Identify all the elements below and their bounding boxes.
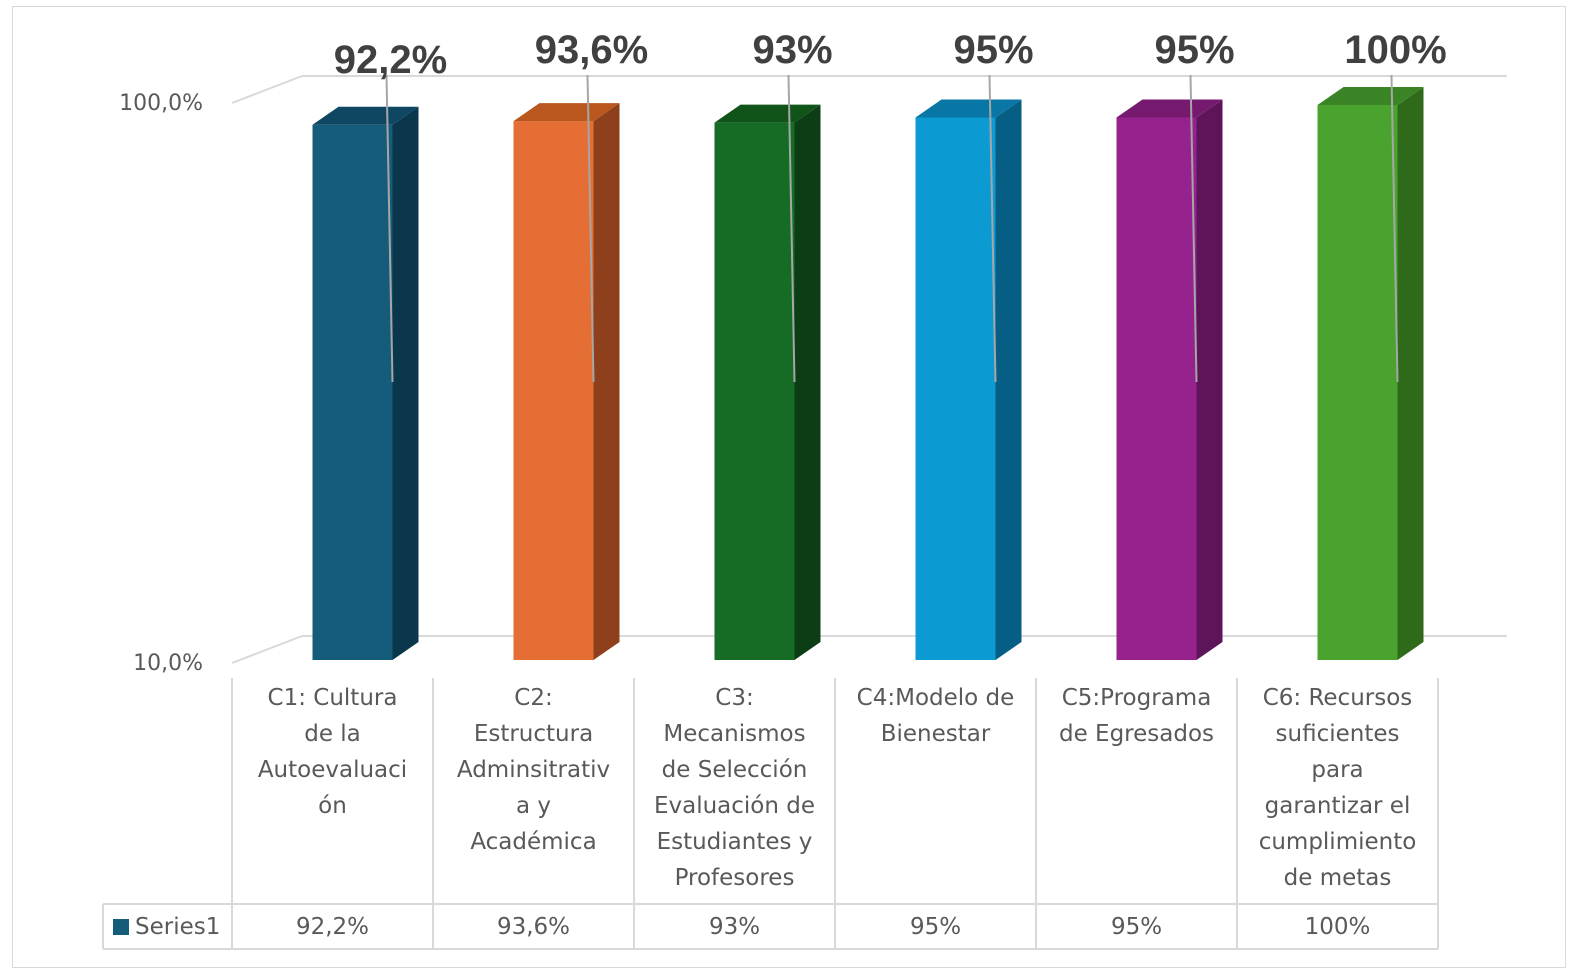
data-label-6: 100%	[1344, 28, 1446, 72]
data-label-5: 95%	[1154, 28, 1234, 72]
data-label-1: 92,2%	[334, 38, 447, 82]
chart-frame	[12, 6, 1566, 968]
category-label-line: Adminsitrativ	[456, 757, 611, 783]
category-label-line: Mecanismos	[663, 721, 806, 747]
data-label-3: 93%	[752, 28, 832, 72]
category-label-line: ón	[318, 793, 347, 819]
category-label-line: Estudiantes y	[656, 829, 813, 855]
bar-top-5	[1116, 99, 1223, 118]
data-label-leader-5	[1189, 74, 1198, 383]
data-label-leader-2	[586, 74, 595, 383]
category-label-line: a y	[515, 793, 552, 819]
category-label-line: C5:Programa	[1061, 685, 1212, 711]
bar-front-2	[513, 121, 594, 661]
category-label-line: de metas	[1283, 865, 1392, 891]
data-label-4: 95%	[953, 28, 1033, 72]
category-label-line: C2:	[514, 685, 553, 711]
category-label-line: Estructura	[473, 721, 594, 747]
bar-top-1	[312, 106, 419, 125]
data-table-value-6: 100%	[1304, 914, 1371, 940]
data-table-value-4: 95%	[909, 914, 962, 940]
category-label-line: Académica	[470, 829, 597, 855]
data-table-value-1: 92,2%	[295, 914, 370, 940]
bar-front-4	[915, 117, 996, 660]
gridline-side-1	[231, 75, 303, 104]
bar-front-6	[1317, 105, 1398, 660]
data-label-leader-3	[787, 74, 796, 383]
category-label-line: suficientes	[1275, 721, 1400, 747]
y-tick-label-0: 10,0%	[133, 651, 203, 676]
category-label-line: C1: Cultura	[267, 685, 398, 711]
category-label-1: C1: Cultura de la Autoevaluaci ón	[232, 680, 433, 824]
category-label-4: C4:Modelo de Bienestar	[835, 680, 1036, 752]
category-label-3: C3: Mecanismos de Selección Evaluación de Es…	[634, 680, 835, 896]
bar-front-5	[1116, 117, 1197, 660]
category-label-line: Autoevaluaci	[257, 757, 408, 783]
bar-side-4	[995, 99, 1022, 660]
category-label-line: C6: Recursos	[1262, 685, 1413, 711]
gridline-side-0	[231, 635, 303, 664]
data-label-2: 93,6%	[535, 28, 648, 72]
legend-key-series1	[113, 919, 129, 935]
bar-side-6	[1397, 87, 1424, 660]
category-label-line: C4:Modelo de	[856, 685, 1015, 711]
category-label-2: C2: Estructura Adminsitrativ a y Académica	[433, 680, 634, 860]
category-label-line: de la	[304, 721, 361, 747]
bar-top-4	[915, 99, 1022, 118]
category-label-line: Profesores	[674, 865, 795, 891]
y-tick-label-1: 100,0%	[119, 91, 203, 116]
data-label-leader-6	[1390, 74, 1399, 383]
bar-side-3	[794, 104, 821, 661]
bar-side-5	[1196, 99, 1223, 660]
data-table-value-3: 93%	[708, 914, 761, 940]
data-label-leader-4	[988, 74, 997, 383]
bar-front-3	[714, 122, 795, 661]
bar-top-2	[513, 103, 620, 122]
category-label-line: C3:	[715, 685, 754, 711]
bar-side-2	[593, 103, 620, 661]
data-label-leader-1	[385, 74, 394, 383]
category-label-line: Evaluación de	[653, 793, 816, 819]
legend-label-series1: Series1	[135, 914, 221, 940]
bar-side-1	[392, 106, 419, 661]
category-label-line: cumplimiento	[1258, 829, 1417, 855]
data-table-value-5: 95%	[1110, 914, 1163, 940]
data-table-legend: Series1	[103, 905, 233, 949]
category-label-5: C5:Programa de Egresados	[1036, 680, 1237, 752]
category-label-6: C6: Recursos suficientes para garantizar el…	[1237, 680, 1438, 896]
category-label-line: garantizar el	[1264, 793, 1411, 819]
category-label-line: Bienestar	[880, 721, 991, 747]
bar-top-6	[1317, 87, 1424, 105]
bar-top-3	[714, 104, 821, 123]
data-table-value-2: 93,6%	[496, 914, 571, 940]
category-label-line: de Selección	[661, 757, 808, 783]
category-label-line: para	[1311, 757, 1364, 783]
category-label-line: de Egresados	[1058, 721, 1215, 747]
bar-front-1	[312, 124, 393, 661]
